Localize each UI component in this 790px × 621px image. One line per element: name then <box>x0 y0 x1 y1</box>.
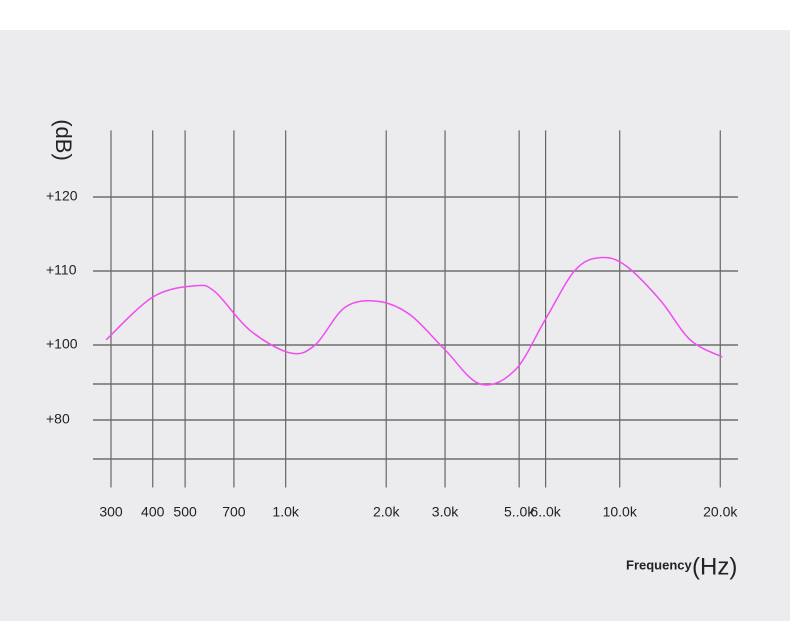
x-tick-label: 6..0k <box>530 504 561 520</box>
x-tick-label: 2.0k <box>373 504 400 520</box>
y-tick-label: +80 <box>46 411 70 427</box>
y-tick-label: +110 <box>46 262 77 278</box>
x-tick-label: 20.0k <box>703 504 738 520</box>
response-curve <box>105 256 723 386</box>
x-tick-label: 10.0k <box>603 504 638 520</box>
y-tick-label: +120 <box>46 188 78 204</box>
x-tick-label: 400 <box>141 504 165 520</box>
background <box>0 30 790 621</box>
x-tick-label: 1.0k <box>272 504 299 520</box>
x-tick-label: 300 <box>99 504 123 520</box>
y-axis-label: (dB) <box>51 119 76 161</box>
x-tick-label: 5..0k <box>504 504 535 520</box>
x-axis-label: Frequency <box>626 557 693 572</box>
y-tick-label: +100 <box>46 336 78 352</box>
x-tick-label: 700 <box>222 504 246 520</box>
x-axis-unit: (Hz) <box>692 553 737 580</box>
x-tick-label: 500 <box>173 504 197 520</box>
x-tick-label: 3.0k <box>432 504 459 520</box>
